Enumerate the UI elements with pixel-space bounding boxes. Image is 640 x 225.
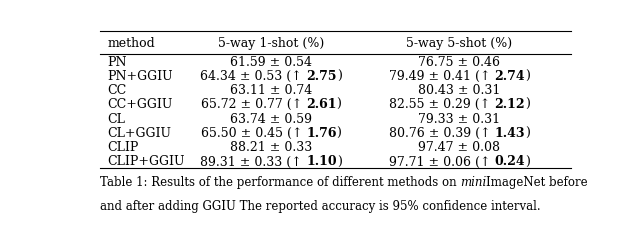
Text: 1.43: 1.43: [495, 126, 525, 139]
Text: method: method: [108, 37, 155, 50]
Text: 79.49 ± 0.41 (↑: 79.49 ± 0.41 (↑: [389, 70, 495, 83]
Text: 97.47 ± 0.08: 97.47 ± 0.08: [419, 141, 500, 153]
Text: CL: CL: [108, 112, 125, 125]
Text: PN: PN: [108, 55, 127, 68]
Text: 89.31 ± 0.33 (↑: 89.31 ± 0.33 (↑: [200, 155, 306, 168]
Text: 65.72 ± 0.77 (↑: 65.72 ± 0.77 (↑: [201, 98, 306, 111]
Text: 88.21 ± 0.33: 88.21 ± 0.33: [230, 141, 312, 153]
Text: and after adding GGIU The reported accuracy is 95% confidence interval.: and after adding GGIU The reported accur…: [100, 200, 540, 212]
Text: 65.50 ± 0.45 (↑: 65.50 ± 0.45 (↑: [200, 126, 306, 139]
Text: ImageNet before: ImageNet before: [486, 175, 588, 188]
Text: CLIP: CLIP: [108, 141, 139, 153]
Text: 63.11 ± 0.74: 63.11 ± 0.74: [230, 84, 312, 97]
Text: 63.74 ± 0.59: 63.74 ± 0.59: [230, 112, 312, 125]
Text: 2.61: 2.61: [306, 98, 337, 111]
Text: 2.75: 2.75: [306, 70, 337, 83]
Text: mini: mini: [460, 175, 486, 188]
Text: ): ): [337, 126, 341, 139]
Text: CC+GGIU: CC+GGIU: [108, 98, 173, 111]
Text: 79.33 ± 0.31: 79.33 ± 0.31: [419, 112, 500, 125]
Text: 61.59 ± 0.54: 61.59 ± 0.54: [230, 55, 312, 68]
Text: CC: CC: [108, 84, 127, 97]
Text: 76.75 ± 0.46: 76.75 ± 0.46: [419, 55, 500, 68]
Text: ): ): [337, 155, 342, 168]
Text: ): ): [525, 70, 530, 83]
Text: CLIP+GGIU: CLIP+GGIU: [108, 155, 185, 168]
Text: ): ): [525, 98, 530, 111]
Text: 64.34 ± 0.53 (↑: 64.34 ± 0.53 (↑: [200, 70, 306, 83]
Text: Table 1: Results of the performance of different methods on: Table 1: Results of the performance of d…: [100, 175, 460, 188]
Text: ): ): [337, 70, 342, 83]
Text: CL+GGIU: CL+GGIU: [108, 126, 172, 139]
Text: 82.55 ± 0.29 (↑: 82.55 ± 0.29 (↑: [389, 98, 494, 111]
Text: ): ): [525, 155, 530, 168]
Text: 97.71 ± 0.06 (↑: 97.71 ± 0.06 (↑: [389, 155, 495, 168]
Text: 5-way 1-shot (%): 5-way 1-shot (%): [218, 37, 324, 50]
Text: PN+GGIU: PN+GGIU: [108, 70, 173, 83]
Text: 80.43 ± 0.31: 80.43 ± 0.31: [419, 84, 500, 97]
Text: 2.12: 2.12: [494, 98, 525, 111]
Text: ): ): [525, 126, 530, 139]
Text: 1.76: 1.76: [306, 126, 337, 139]
Text: 1.10: 1.10: [306, 155, 337, 168]
Text: 80.76 ± 0.39 (↑: 80.76 ± 0.39 (↑: [389, 126, 495, 139]
Text: 5-way 5-shot (%): 5-way 5-shot (%): [406, 37, 513, 50]
Text: 0.24: 0.24: [495, 155, 525, 168]
Text: 2.74: 2.74: [495, 70, 525, 83]
Text: ): ): [337, 98, 341, 111]
